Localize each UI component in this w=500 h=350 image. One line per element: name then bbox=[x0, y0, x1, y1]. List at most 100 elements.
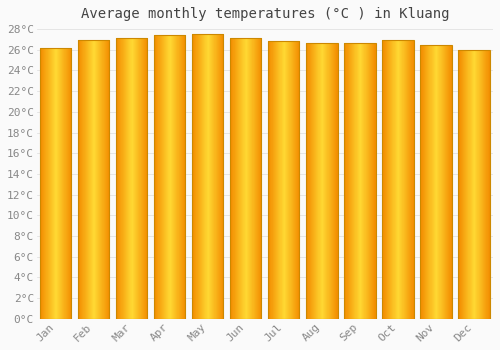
Bar bbox=[480, 50, 482, 319]
Bar bbox=[393, 41, 394, 319]
Bar bbox=[211, 34, 212, 319]
Bar bbox=[41, 48, 42, 319]
Bar bbox=[238, 38, 240, 319]
Bar bbox=[120, 38, 121, 319]
Bar bbox=[426, 44, 427, 319]
Bar bbox=[155, 35, 156, 319]
Bar bbox=[375, 42, 376, 319]
Bar bbox=[335, 42, 336, 319]
Bar bbox=[429, 44, 430, 319]
Bar bbox=[56, 48, 57, 319]
Bar bbox=[135, 38, 136, 319]
Bar bbox=[385, 41, 386, 319]
Bar bbox=[88, 41, 89, 319]
Bar bbox=[336, 42, 337, 319]
Bar bbox=[442, 44, 443, 319]
Bar bbox=[471, 50, 472, 319]
Bar bbox=[81, 41, 82, 319]
Bar bbox=[275, 42, 276, 319]
Bar bbox=[104, 41, 105, 319]
Bar bbox=[192, 34, 224, 319]
Bar bbox=[473, 50, 474, 319]
Bar bbox=[382, 41, 414, 319]
Bar bbox=[321, 42, 322, 319]
Bar bbox=[430, 44, 431, 319]
Bar bbox=[250, 38, 251, 319]
Bar bbox=[258, 38, 259, 319]
Bar bbox=[202, 34, 203, 319]
Bar bbox=[392, 41, 393, 319]
Bar bbox=[273, 42, 274, 319]
Bar bbox=[462, 50, 463, 319]
Bar bbox=[422, 44, 423, 319]
Bar bbox=[350, 42, 351, 319]
Bar bbox=[96, 41, 97, 319]
Bar bbox=[431, 44, 432, 319]
Bar bbox=[363, 42, 364, 319]
Bar bbox=[288, 42, 289, 319]
Bar bbox=[442, 44, 444, 319]
Bar bbox=[221, 34, 222, 319]
Bar bbox=[399, 41, 400, 319]
Bar bbox=[50, 48, 51, 319]
Bar bbox=[134, 38, 135, 319]
Bar bbox=[244, 38, 246, 319]
Bar bbox=[252, 38, 253, 319]
Bar bbox=[177, 35, 178, 319]
Bar bbox=[348, 42, 349, 319]
Bar bbox=[374, 42, 375, 319]
Bar bbox=[116, 38, 117, 319]
Bar bbox=[234, 38, 235, 319]
Bar bbox=[240, 38, 241, 319]
Bar bbox=[260, 38, 261, 319]
Bar bbox=[218, 34, 219, 319]
Bar bbox=[274, 42, 276, 319]
Bar bbox=[88, 41, 90, 319]
Bar bbox=[179, 35, 180, 319]
Bar bbox=[486, 50, 487, 319]
Bar bbox=[291, 42, 292, 319]
Bar bbox=[368, 42, 369, 319]
Bar bbox=[86, 41, 87, 319]
Bar bbox=[406, 41, 407, 319]
Bar bbox=[408, 41, 409, 319]
Bar bbox=[106, 41, 108, 319]
Bar bbox=[128, 38, 129, 319]
Bar bbox=[485, 50, 486, 319]
Bar bbox=[292, 42, 293, 319]
Bar bbox=[236, 38, 237, 319]
Bar bbox=[444, 44, 445, 319]
Bar bbox=[160, 35, 161, 319]
Bar bbox=[368, 42, 370, 319]
Bar bbox=[317, 42, 318, 319]
Bar bbox=[157, 35, 158, 319]
Bar bbox=[276, 42, 277, 319]
Bar bbox=[154, 35, 155, 319]
Bar bbox=[484, 50, 485, 319]
Bar bbox=[42, 48, 43, 319]
Bar bbox=[467, 50, 468, 319]
Bar bbox=[196, 34, 197, 319]
Bar bbox=[163, 35, 164, 319]
Bar bbox=[171, 35, 172, 319]
Bar bbox=[197, 34, 198, 319]
Bar bbox=[198, 34, 199, 319]
Bar bbox=[158, 35, 159, 319]
Bar bbox=[462, 50, 464, 319]
Bar bbox=[231, 38, 232, 319]
Bar bbox=[391, 41, 392, 319]
Bar bbox=[106, 41, 107, 319]
Bar bbox=[412, 41, 413, 319]
Bar bbox=[57, 48, 58, 319]
Bar bbox=[404, 41, 405, 319]
Bar bbox=[201, 34, 202, 319]
Bar bbox=[253, 38, 254, 319]
Bar bbox=[68, 48, 69, 319]
Bar bbox=[289, 42, 290, 319]
Bar bbox=[359, 42, 360, 319]
Bar bbox=[357, 42, 358, 319]
Bar bbox=[277, 42, 278, 319]
Bar bbox=[127, 38, 128, 319]
Bar bbox=[192, 34, 193, 319]
Bar bbox=[109, 41, 110, 319]
